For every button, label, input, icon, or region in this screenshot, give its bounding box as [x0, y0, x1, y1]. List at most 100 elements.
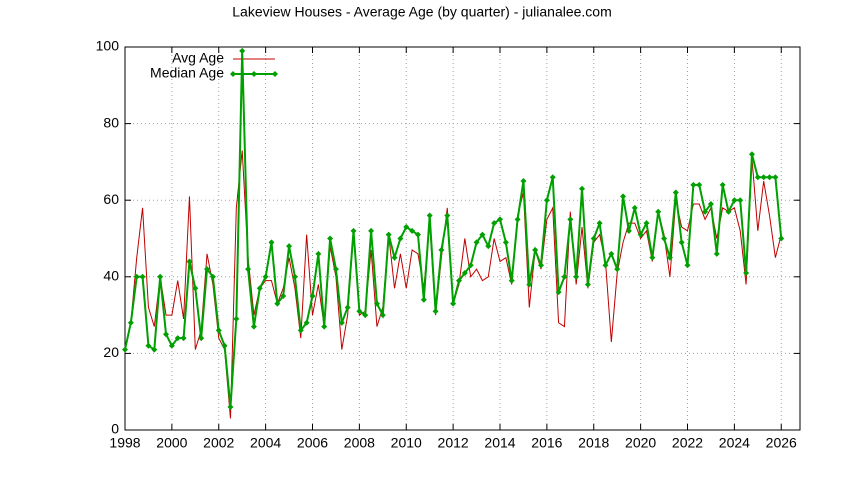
point — [672, 189, 679, 196]
x-tick-label: 2006 — [297, 435, 328, 451]
point — [772, 174, 779, 181]
point — [350, 227, 357, 234]
point — [743, 269, 750, 276]
x-tick-label: 2026 — [766, 435, 797, 451]
point — [391, 254, 398, 261]
point — [579, 185, 586, 192]
point — [198, 335, 205, 342]
point — [163, 331, 170, 338]
point — [245, 266, 252, 273]
y-tick-label: 20 — [103, 344, 119, 360]
point — [497, 216, 503, 223]
point — [397, 235, 404, 242]
x-tick-label: 2002 — [203, 435, 234, 451]
point — [280, 292, 287, 299]
point — [473, 239, 480, 246]
point — [180, 335, 187, 342]
point — [514, 216, 521, 223]
point — [631, 204, 638, 211]
point — [538, 262, 545, 269]
point — [403, 224, 410, 231]
point — [467, 262, 474, 269]
point — [315, 250, 322, 257]
point — [555, 289, 562, 296]
chart-title: Lakeview Houses - Average Age (by quarte… — [232, 4, 612, 20]
x-tick-label: 2004 — [250, 435, 281, 451]
point — [256, 285, 263, 292]
point — [690, 181, 697, 188]
y-tick-label: 0 — [111, 421, 119, 437]
point — [696, 181, 703, 188]
y-tick-label: 40 — [103, 268, 119, 284]
point — [373, 300, 380, 307]
point — [250, 323, 257, 330]
point — [192, 285, 199, 292]
point — [338, 319, 345, 326]
x-tick-label: 2008 — [344, 435, 375, 451]
point — [684, 262, 691, 269]
legend-marker — [230, 71, 236, 77]
point — [643, 220, 650, 227]
point — [725, 208, 732, 215]
legend-marker — [272, 71, 278, 77]
legend-label: Avg Age — [172, 50, 224, 66]
point — [444, 212, 451, 219]
point — [737, 197, 744, 204]
x-tick-label: 2012 — [438, 435, 469, 451]
point — [385, 231, 392, 238]
point — [151, 346, 158, 353]
point — [426, 212, 433, 219]
x-tick-label: 2020 — [625, 435, 656, 451]
point — [215, 327, 222, 334]
point — [157, 273, 164, 280]
point — [368, 227, 375, 234]
y-tick-label: 100 — [96, 38, 120, 54]
point — [719, 181, 726, 188]
point — [649, 254, 656, 261]
point — [655, 208, 662, 215]
point — [778, 235, 785, 242]
point — [450, 300, 457, 307]
point — [532, 246, 539, 253]
point — [543, 197, 550, 204]
point — [479, 231, 486, 238]
point — [262, 273, 269, 280]
point — [286, 243, 293, 250]
point — [133, 273, 140, 280]
point — [520, 178, 527, 185]
point — [309, 292, 316, 299]
point — [590, 235, 597, 242]
point — [661, 235, 668, 242]
x-tick-label: 2018 — [578, 435, 609, 451]
point — [174, 335, 181, 342]
x-tick-label: 2016 — [531, 435, 562, 451]
point — [239, 47, 246, 54]
point — [608, 250, 615, 257]
point — [614, 266, 621, 273]
point — [502, 239, 509, 246]
point — [754, 174, 761, 181]
y-tick-label: 80 — [103, 114, 119, 130]
point — [432, 308, 439, 315]
point — [356, 308, 363, 315]
plot-border — [124, 46, 801, 431]
point — [678, 239, 685, 246]
x-tick-label: 2022 — [672, 435, 703, 451]
legend-marker — [251, 71, 257, 77]
point — [438, 246, 445, 253]
point — [145, 342, 152, 349]
point — [409, 227, 416, 234]
point — [567, 216, 574, 223]
point — [327, 235, 334, 242]
point — [362, 312, 369, 319]
point — [549, 174, 556, 181]
point — [420, 296, 427, 303]
point — [221, 342, 228, 349]
point — [625, 227, 632, 234]
point — [707, 201, 714, 208]
point — [379, 312, 386, 319]
point — [414, 231, 421, 238]
point — [713, 250, 720, 257]
